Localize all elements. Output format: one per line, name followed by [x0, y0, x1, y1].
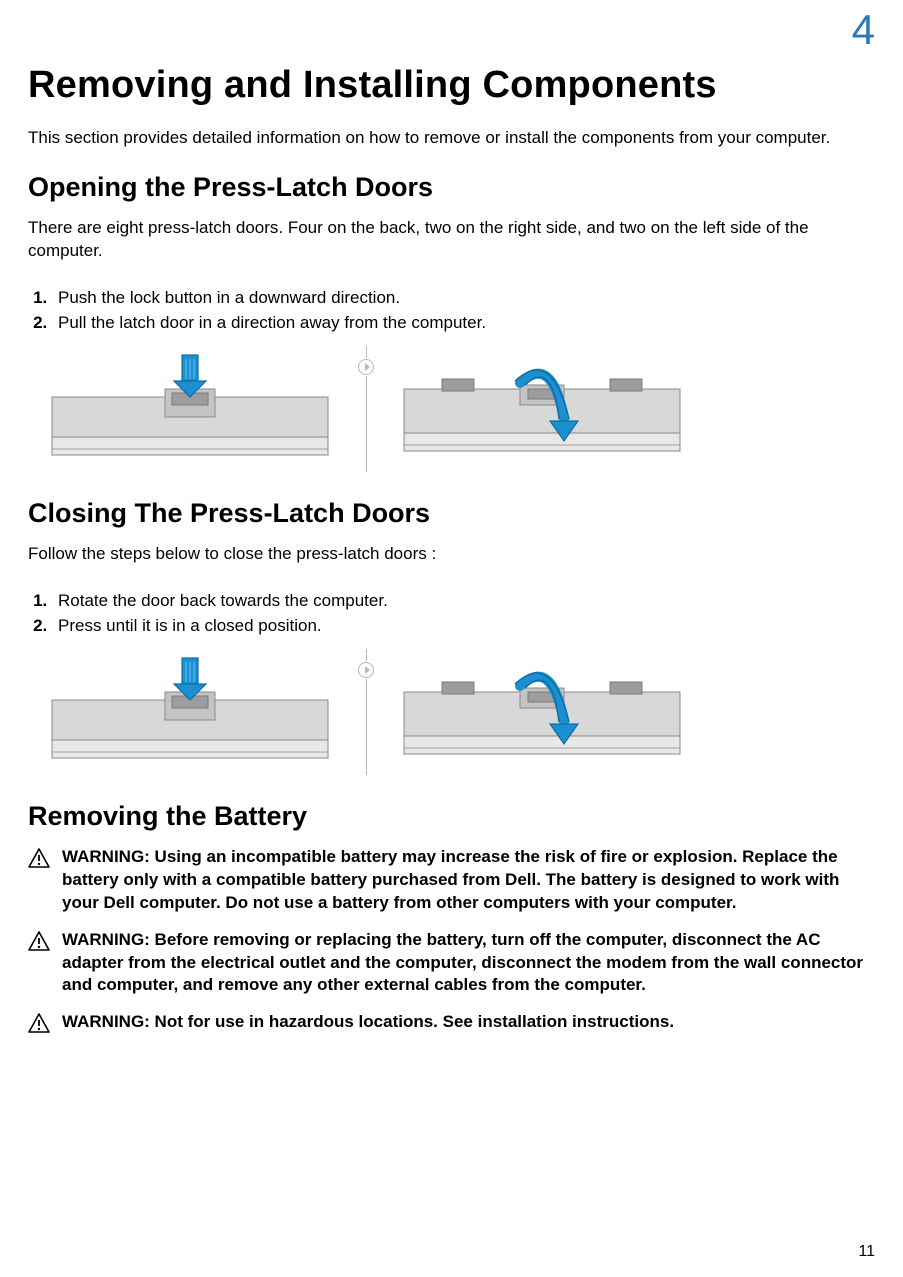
warning-text: WARNING: Using an incompatible battery m…: [62, 846, 875, 915]
step-item: Press until it is in a closed position.: [52, 613, 875, 639]
figure-divider: [330, 649, 402, 775]
step-arrow-icon: [358, 662, 374, 678]
heading-removing-battery: Removing the Battery: [28, 801, 875, 832]
warning-text: WARNING: Before removing or replacing th…: [62, 929, 875, 998]
warnings-list: WARNING: Using an incompatible battery m…: [28, 846, 875, 1035]
figure-press-closed: [402, 652, 682, 772]
intro-paragraph: This section provides detailed informati…: [28, 127, 875, 150]
warning-item: WARNING: Not for use in hazardous locati…: [28, 1011, 875, 1034]
warning-icon: [28, 1013, 50, 1033]
warning-icon: [28, 931, 50, 951]
chapter-number: 4: [852, 6, 875, 54]
step-item: Rotate the door back towards the compute…: [52, 588, 875, 614]
step-arrow-icon: [358, 359, 374, 375]
body-opening-doors: There are eight press-latch doors. Four …: [28, 217, 875, 263]
body-closing-doors: Follow the steps below to close the pres…: [28, 543, 875, 566]
page: 4 Removing and Installing Components Thi…: [0, 0, 903, 1277]
heading-closing-doors: Closing The Press-Latch Doors: [28, 498, 875, 529]
warning-item: WARNING: Before removing or replacing th…: [28, 929, 875, 998]
figure-row-closing: [50, 649, 875, 775]
warning-item: WARNING: Using an incompatible battery m…: [28, 846, 875, 915]
warning-icon: [28, 848, 50, 868]
warning-text: WARNING: Not for use in hazardous locati…: [62, 1011, 674, 1034]
figure-rotate-back: [50, 652, 330, 772]
steps-opening-doors: Push the lock button in a downward direc…: [28, 285, 875, 336]
page-number: 11: [858, 1243, 875, 1261]
heading-opening-doors: Opening the Press-Latch Doors: [28, 172, 875, 203]
steps-closing-doors: Rotate the door back towards the compute…: [28, 588, 875, 639]
figure-divider: [330, 346, 402, 472]
figure-push-lock: [50, 349, 330, 469]
step-item: Push the lock button in a downward direc…: [52, 285, 875, 311]
step-item: Pull the latch door in a direction away …: [52, 310, 875, 336]
figure-row-opening: [50, 346, 875, 472]
page-title: Removing and Installing Components: [28, 64, 875, 107]
figure-pull-latch: [402, 349, 682, 469]
